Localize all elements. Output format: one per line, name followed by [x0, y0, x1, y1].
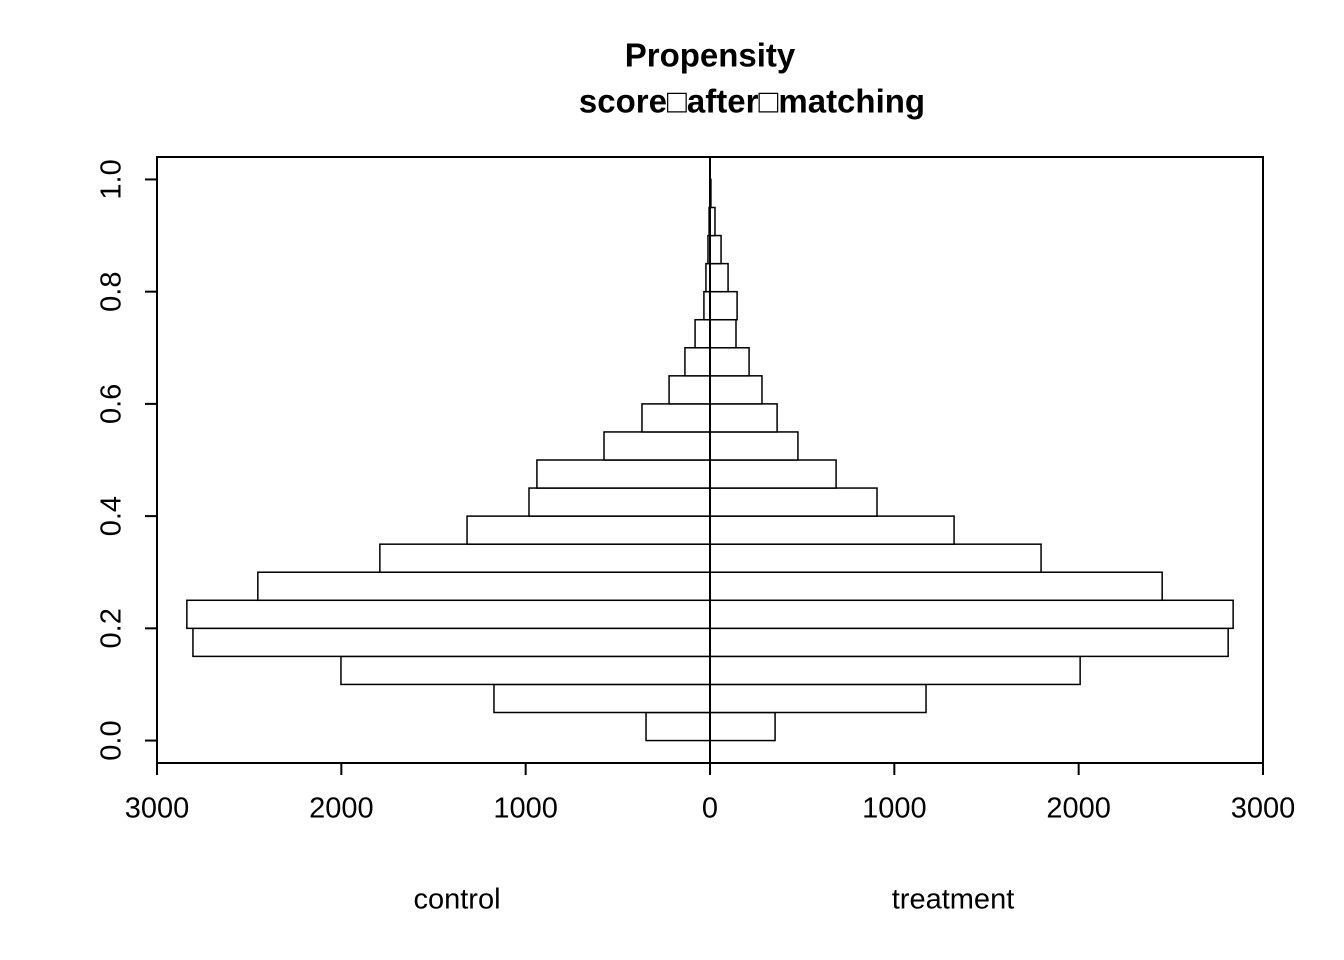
bar [493, 683, 711, 714]
y-tick-label: 0.6 [96, 384, 128, 424]
series-label: treatment [892, 884, 1015, 916]
bar [668, 375, 711, 405]
bar [684, 347, 711, 377]
bar [379, 543, 711, 573]
bar [694, 318, 711, 349]
bar [709, 655, 1081, 686]
chart-title: score□after□matching [579, 83, 925, 120]
chart-title: Propensity [625, 37, 796, 74]
y-tick-label: 1.0 [96, 159, 128, 199]
bar [641, 403, 711, 433]
x-tick-label: 3000 [125, 793, 190, 825]
bar [709, 290, 738, 321]
y-tick-label: 0.2 [96, 608, 128, 648]
bar [709, 459, 837, 489]
x-tick-label: 2000 [1046, 793, 1111, 825]
series-label: control [413, 884, 500, 916]
bar [645, 711, 711, 742]
x-tick-label: 2000 [309, 793, 374, 825]
bar [536, 459, 711, 489]
y-tick-label: 0.0 [96, 720, 128, 760]
bar [709, 515, 955, 545]
bar [709, 375, 763, 405]
bar [186, 599, 711, 630]
x-tick-label: 1000 [493, 793, 558, 825]
bar [709, 627, 1229, 658]
bar [709, 347, 750, 377]
bar [466, 515, 711, 545]
bar [709, 318, 737, 349]
bar [257, 571, 711, 602]
bar [192, 627, 711, 658]
bar [709, 599, 1234, 630]
bar [709, 403, 778, 433]
bar [709, 683, 927, 714]
x-tick-label: 3000 [1231, 793, 1296, 825]
bar [528, 487, 711, 517]
x-tick-label: 1000 [862, 793, 927, 825]
bar [709, 262, 729, 293]
bar [709, 711, 776, 742]
bar [709, 543, 1042, 573]
bar [709, 487, 878, 517]
bar [709, 571, 1163, 602]
x-tick-label: 0 [702, 793, 718, 825]
bar [709, 431, 799, 461]
bar [340, 655, 711, 686]
y-tick-label: 0.8 [96, 272, 128, 312]
bar [709, 234, 722, 265]
bar [603, 431, 711, 461]
y-tick-label: 0.4 [96, 496, 128, 536]
